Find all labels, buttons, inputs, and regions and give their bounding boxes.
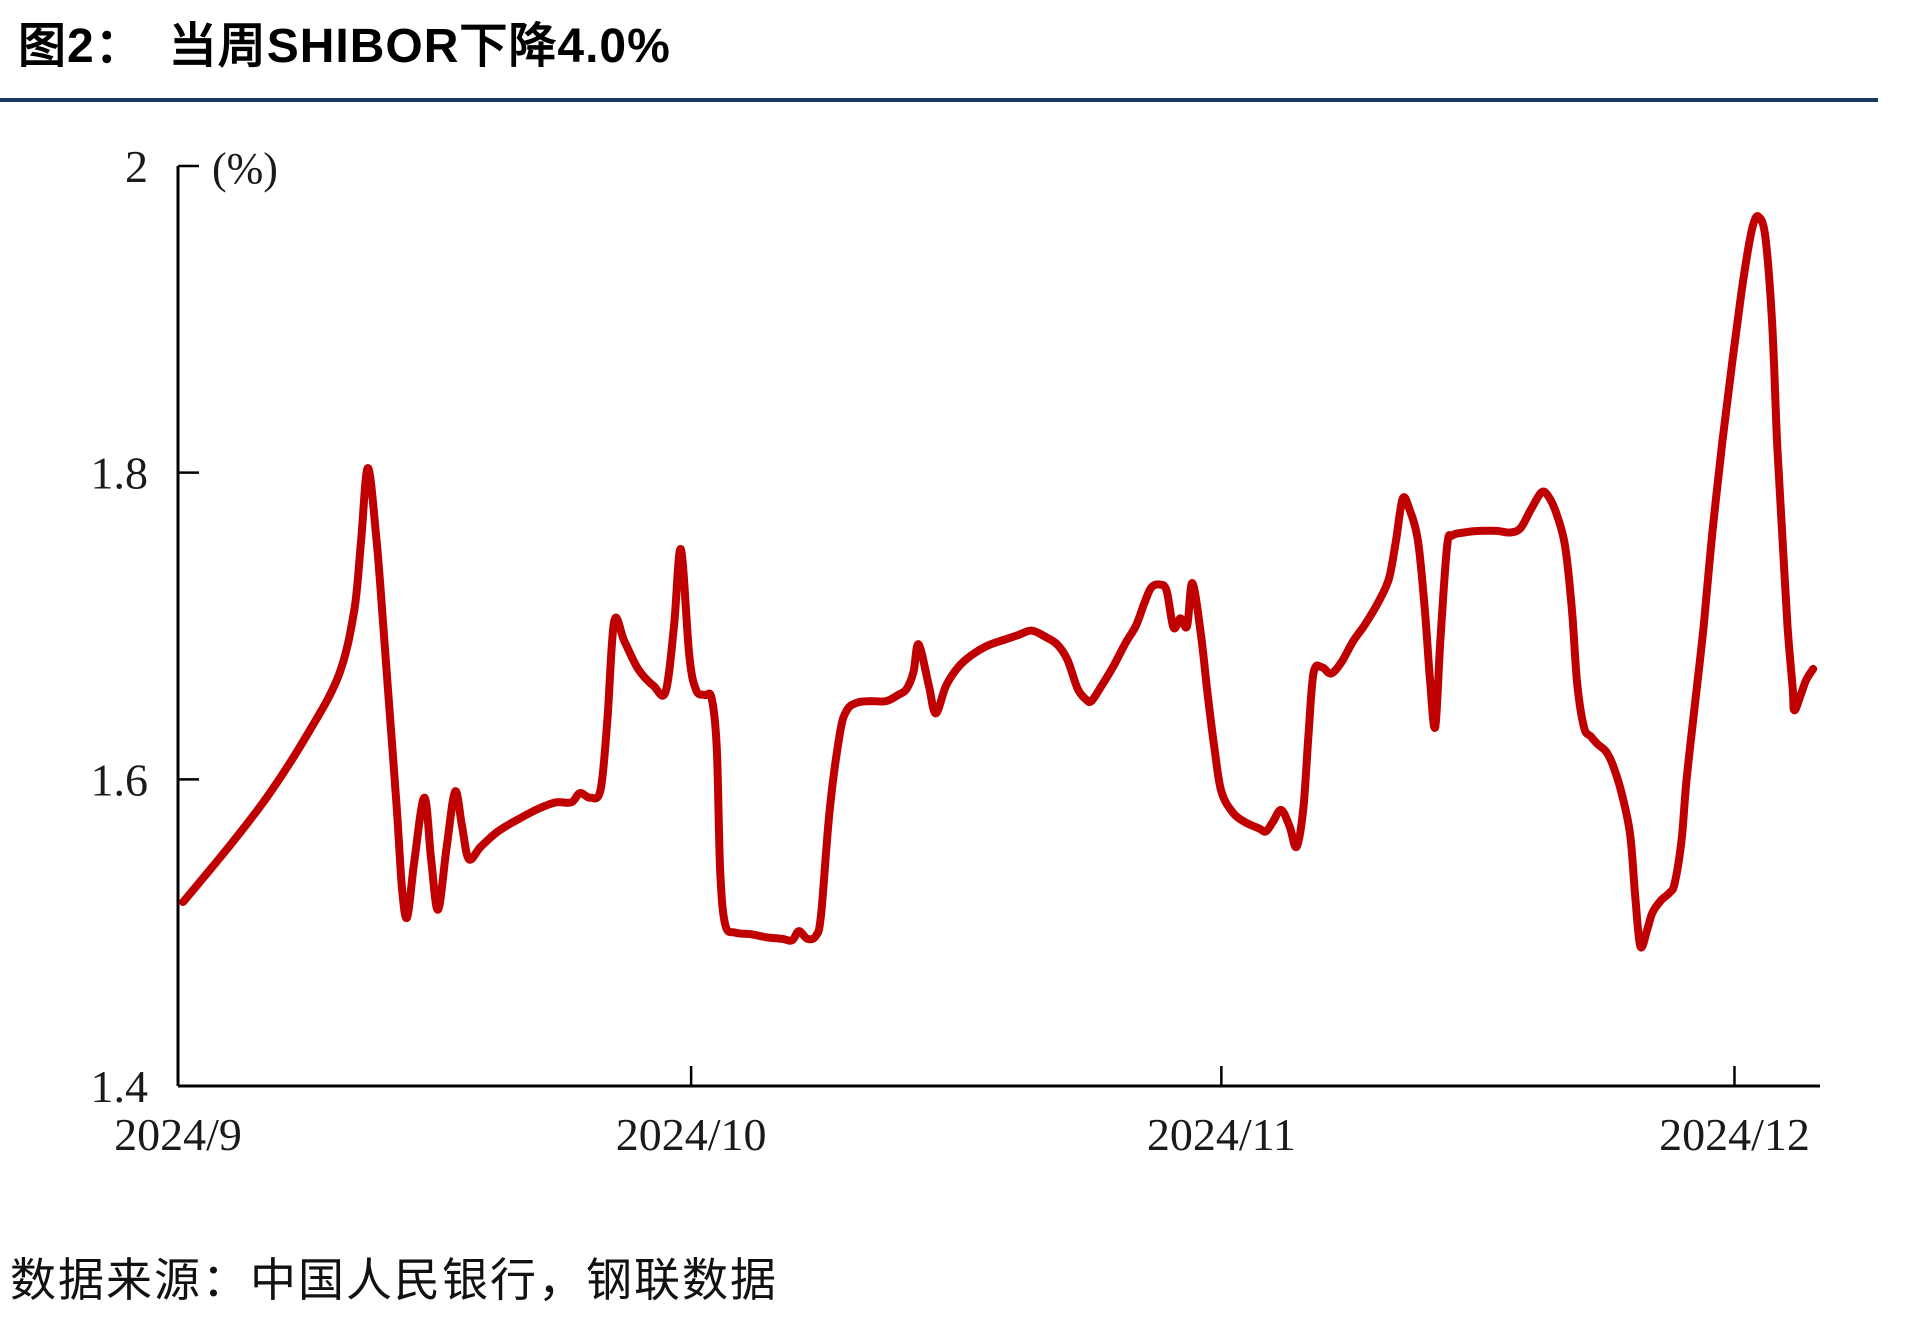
y-axis-unit-label: (%) [212, 144, 278, 193]
x-tick-label: 2024/10 [616, 1109, 767, 1160]
y-tick-label: 1.6 [91, 754, 149, 805]
figure-title: 图2： 当周SHIBOR下降4.0% [18, 20, 671, 73]
y-tick-label: 1.4 [91, 1061, 149, 1112]
x-tick-label: 2024/11 [1147, 1109, 1296, 1160]
y-tick-label: 2 [125, 141, 148, 192]
shibor-series-line [179, 212, 1818, 952]
x-tick-label: 2024/12 [1659, 1109, 1810, 1160]
x-tick-label: 2024/9 [114, 1109, 242, 1160]
data-source: 数据来源：中国人民银行，钢联数据 [10, 1255, 778, 1306]
title-divider [0, 98, 1878, 102]
y-tick-label: 1.8 [91, 448, 149, 499]
